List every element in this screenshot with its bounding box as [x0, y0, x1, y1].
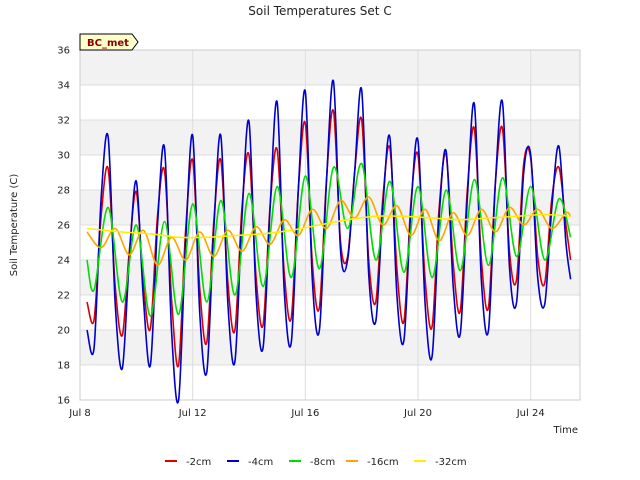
- y-tick-label: 32: [57, 116, 70, 127]
- grid-band: [80, 50, 580, 85]
- y-axis-title: Soil Temperature (C): [9, 174, 20, 277]
- x-tick-label: Jul 16: [290, 408, 319, 419]
- plot-frame: [79, 49, 581, 401]
- y-tick-label: 26: [57, 221, 70, 232]
- legend-label: -8cm: [310, 457, 335, 468]
- series-line-32cmcm: [86, 213, 571, 239]
- y-tick-label: 16: [57, 396, 70, 407]
- x-tick-label: Jul 20: [403, 408, 432, 419]
- series-line-16cmcm: [86, 196, 572, 267]
- y-tick-label: 28: [57, 186, 70, 197]
- grid-band: [80, 260, 580, 295]
- badge-box: [79, 33, 139, 51]
- x-axis-title: Time: [553, 425, 578, 436]
- legend-label: -32cm: [435, 457, 467, 468]
- grid-band: [80, 190, 580, 225]
- y-tick-label: 24: [57, 256, 70, 267]
- x-tick-label: Jul 12: [178, 408, 207, 419]
- series-line-4cmcm: [86, 79, 572, 404]
- y-tick-label: 18: [57, 361, 70, 372]
- x-axis-ticks: Jul 8 Jul 12 Jul 16 Jul 20 Jul 24: [68, 408, 544, 419]
- y-tick-label: 30: [57, 151, 70, 162]
- legend: -2cm -4cm -8cm -16cm -32cm: [165, 457, 467, 468]
- legend-label: -4cm: [248, 457, 273, 468]
- y-tick-label: 20: [57, 326, 70, 337]
- x-tick-label: Jul 24: [516, 408, 545, 419]
- series-lines: [86, 79, 572, 404]
- y-axis-ticks: 16 18 20 22 24 26 28 30 32 34 36: [57, 46, 70, 407]
- chart-title: Soil Temperatures Set C: [248, 4, 391, 18]
- series-line-8cmcm: [86, 162, 572, 317]
- y-tick-label: 22: [57, 291, 70, 302]
- y-tick-label: 36: [57, 46, 70, 57]
- station-badge: BC_met: [79, 33, 139, 51]
- legend-label: -2cm: [186, 457, 211, 468]
- legend-label: -16cm: [367, 457, 399, 468]
- y-tick-label: 34: [57, 81, 70, 92]
- grid-band: [80, 330, 580, 365]
- x-tick-label: Jul 8: [68, 408, 91, 419]
- badge-label: BC_met: [87, 38, 129, 49]
